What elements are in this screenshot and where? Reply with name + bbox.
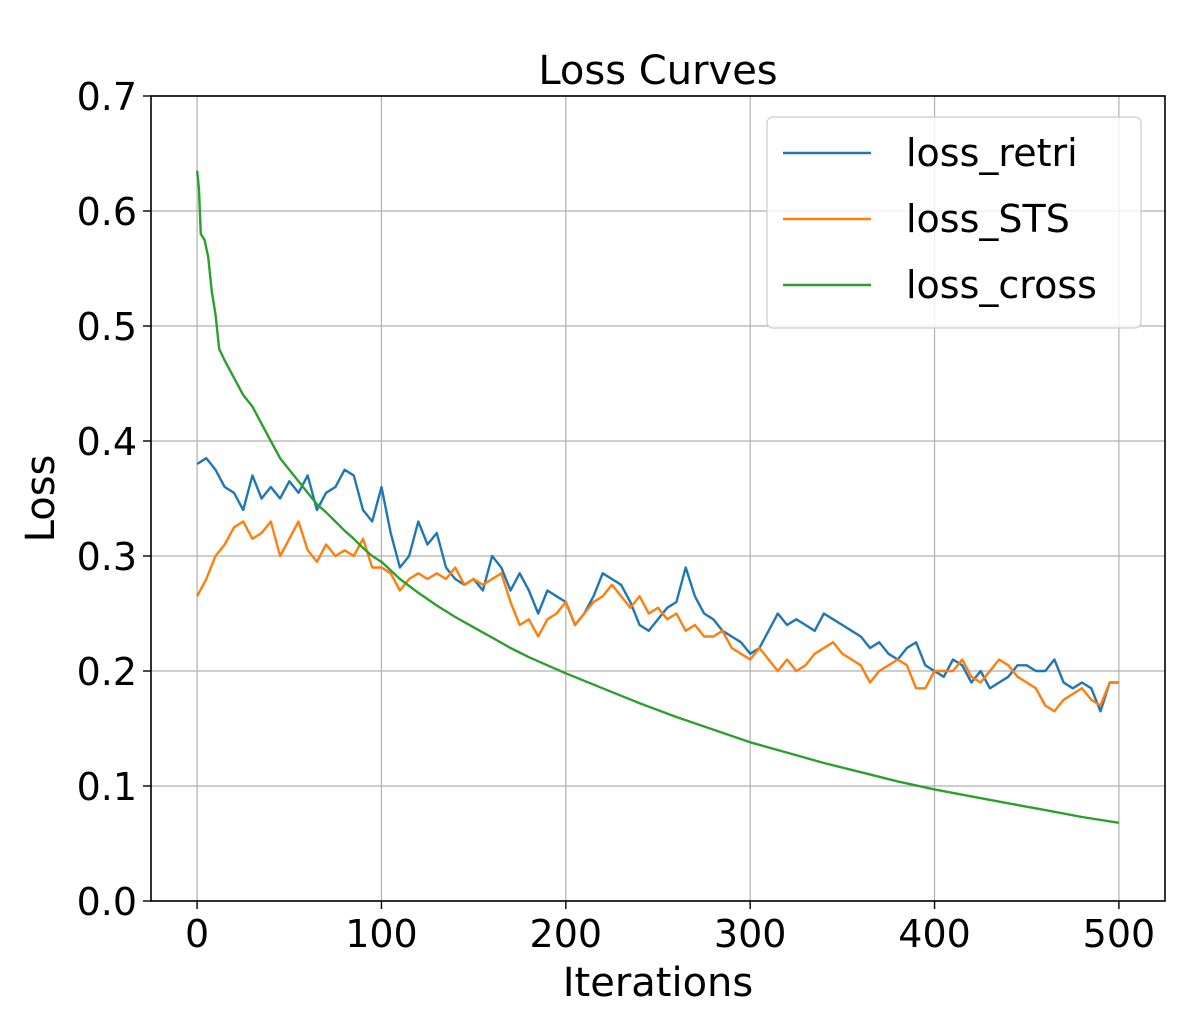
legend-item: loss_STS — [783, 197, 1070, 241]
y-tick-label: 0.1 — [77, 765, 137, 809]
y-tick-label: 0.7 — [77, 75, 137, 119]
legend: loss_retri loss_STS loss_cross — [766, 116, 1142, 329]
x-tick-label: 400 — [898, 912, 971, 956]
series-line-loss-retri — [196, 457, 1119, 713]
x-tick-label: 300 — [714, 912, 787, 956]
legend-label: loss_STS — [906, 197, 1070, 241]
x-tick-label: 200 — [530, 912, 603, 956]
legend-item: loss_retri — [783, 131, 1078, 175]
x-axis-label: Iterations — [563, 960, 754, 1006]
series-line-loss-cross — [195, 170, 1120, 824]
y-tick-label: 0.4 — [77, 420, 137, 464]
series-line-loss-sts — [196, 520, 1119, 713]
legend-label: loss_retri — [906, 131, 1078, 175]
x-tick-label: 100 — [345, 912, 418, 956]
y-tick-label: 0.5 — [77, 305, 137, 349]
y-tick-label: 0.3 — [77, 535, 137, 579]
y-tick-label: 0.6 — [77, 190, 137, 234]
series-lines — [195, 170, 1120, 824]
legend-item: loss_cross — [783, 263, 1097, 307]
x-tick-label: 500 — [1083, 912, 1156, 956]
y-tick-label: 0.2 — [77, 650, 137, 694]
ticks: 0 100 200 300 400 500 0.0 0.1 0.2 0.3 0.4 0.5 0.6 0.7 — [77, 75, 1156, 956]
axes-frame — [150, 95, 1166, 902]
legend-label: loss_cross — [906, 263, 1097, 307]
chart-title: Loss Curves — [538, 48, 777, 94]
x-tick-label: 0 — [185, 912, 209, 956]
legend-box — [766, 116, 1142, 329]
y-axis-label: Loss — [18, 455, 64, 543]
y-tick-label: 0.0 — [77, 880, 137, 924]
